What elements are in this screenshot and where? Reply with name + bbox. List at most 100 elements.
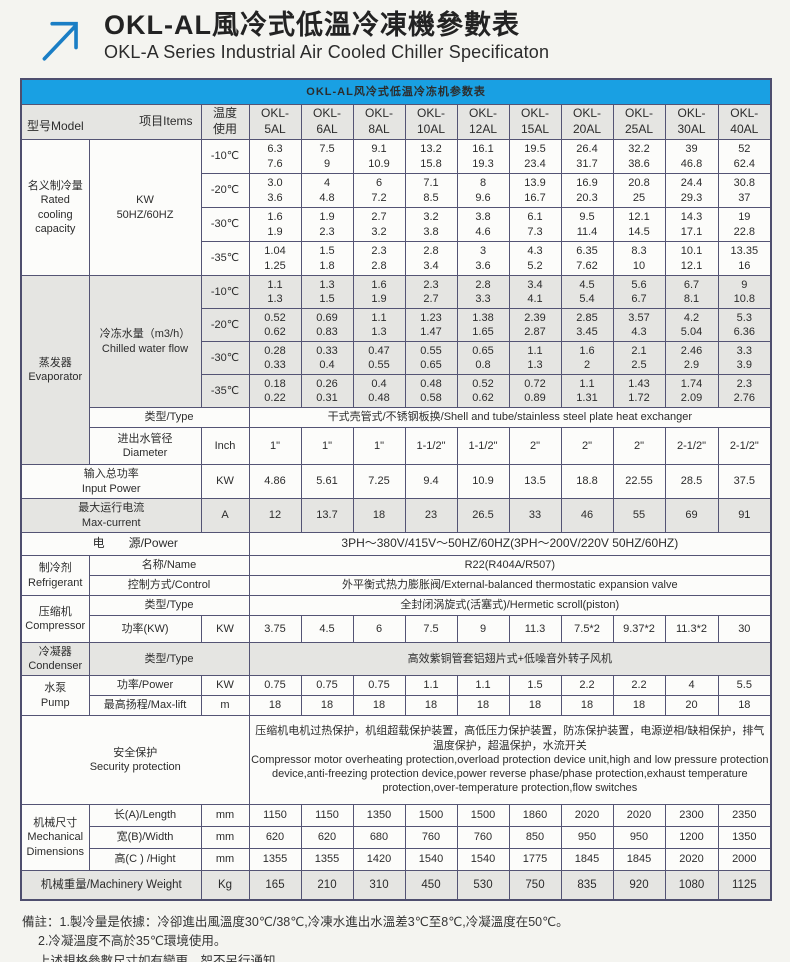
flow-value: 0.72 0.89 xyxy=(508,374,562,408)
dimension-value: 2020 xyxy=(612,804,666,827)
flow-value: 5.3 6.36 xyxy=(717,308,772,342)
pump-lift-value: 18 xyxy=(352,695,406,716)
dimension-value: 1355 xyxy=(248,848,302,871)
pump-section-label: 水泵 Pump xyxy=(20,675,90,716)
max-current-unit: A xyxy=(200,498,250,533)
flow-value: 0.69 0.83 xyxy=(300,308,354,342)
compressor-power-value: 11.3*2 xyxy=(664,615,719,643)
dimension-value: 1500 xyxy=(456,804,510,827)
compressor-power-unit: KW xyxy=(200,615,250,643)
weight-value: 750 xyxy=(508,870,562,901)
cooling-value: 4.3 5.2 xyxy=(508,241,562,276)
cooling-value: 2.7 3.2 xyxy=(352,207,406,242)
input-power-unit: KW xyxy=(200,464,250,499)
cooling-value: 4 4.8 xyxy=(300,173,354,208)
flow-value: 1.43 1.72 xyxy=(612,374,666,408)
cooling-value: 13.9 16.7 xyxy=(508,173,562,208)
diameter-value: 1" xyxy=(300,427,354,465)
cooling-value: 14.3 17.1 xyxy=(664,207,719,242)
table-row: 蒸发器 Evaporator 冷冻水量（m3/h） Chilled water f… xyxy=(20,275,772,465)
dimension-value: 1860 xyxy=(508,804,562,827)
dimension-value: 1350 xyxy=(352,804,406,827)
page-title: OKL-AL風冷式低溫冷凍機參數表 xyxy=(104,10,520,40)
chilled-water-flow-label: 冷冻水量（m3/h） Chilled water flow xyxy=(88,275,202,408)
dimension-value: 1845 xyxy=(612,848,666,871)
dimension-value: 680 xyxy=(352,826,406,849)
cooling-value: 6 7.2 xyxy=(352,173,406,208)
pump-power-value: 1.1 xyxy=(404,675,458,696)
table-row: 进出水管径 Diameter Inch 1" 1" 1" 1-1/2" 1-1/2" 2" 2"… xyxy=(21,427,772,465)
diameter-value: 2" xyxy=(560,427,614,465)
input-power-value: 7.25 xyxy=(352,464,406,499)
compressor-power-value: 30 xyxy=(717,615,772,643)
refrigerant-control-label: 控制方式/Control xyxy=(88,575,250,596)
cooling-value: 13.2 15.8 xyxy=(404,139,458,174)
weight-value: 835 xyxy=(560,870,614,901)
temp-label: -10℃ xyxy=(200,275,250,309)
pump-power-value: 1.1 xyxy=(456,675,510,696)
flow-value: 1.6 1.9 xyxy=(352,275,406,309)
table-caption: OKL-AL风冷式低温冷冻机参数表 xyxy=(20,78,772,105)
dimension-value: 2300 xyxy=(664,804,719,827)
safety-section-label: 安全保护 Security protection xyxy=(20,715,250,805)
dimension-value: 1355 xyxy=(300,848,354,871)
weight-unit: Kg xyxy=(200,870,250,901)
input-power-value: 28.5 xyxy=(664,464,719,499)
table-row: 类型/Type 干式壳管式/不锈钢板换/Shell and tube/stainl… xyxy=(21,407,772,428)
flow-value: 2.8 3.3 xyxy=(456,275,510,309)
flow-value: 0.28 0.33 xyxy=(248,341,302,375)
temp-use-header: 温度 使用 xyxy=(200,104,250,140)
flow-value: 5.6 6.7 xyxy=(612,275,666,309)
table-row: 最大运行电流 Max-current A 12 13.7 18 23 26.5 33 46 55 6… xyxy=(20,498,772,533)
cooling-value: 12.1 14.5 xyxy=(612,207,666,242)
condenser-type-label: 类型/Type xyxy=(88,642,250,676)
table-row: -30℃ 1.6 1.9 1.9 2.3 2.7 3.2 3.2 3.8 3.8 4.6 6… xyxy=(21,207,772,242)
corner-items-label: 项目Items xyxy=(139,114,193,128)
temp-label: -30℃ xyxy=(200,341,250,375)
dimension-value: 760 xyxy=(404,826,458,849)
flow-value: 0.52 0.62 xyxy=(248,308,302,342)
flow-value: 6.7 8.1 xyxy=(664,275,719,309)
cooling-value: 1.5 1.8 xyxy=(300,241,354,276)
model-header-8: OKL- 25AL xyxy=(612,104,666,140)
cooling-value: 2.3 2.8 xyxy=(352,241,406,276)
flow-value: 1.6 2 xyxy=(560,341,614,375)
weight-value: 165 xyxy=(248,870,302,901)
dimension-value: 1540 xyxy=(404,848,458,871)
flow-value: 1.1 1.3 xyxy=(248,275,302,309)
table-row: 名义制冷量 Rated cooling capacity KW 50HZ/60HZ… xyxy=(20,139,772,276)
model-header-7: OKL- 20AL xyxy=(560,104,614,140)
dimension-value: 1150 xyxy=(248,804,302,827)
table-row: 电 源/Power 3PH～380V/415V～50HZ/60HZ(3PH～200… xyxy=(20,532,772,556)
max-current-value: 55 xyxy=(612,498,666,533)
note-line-zh3: 上述規格參數尺寸如有變更，恕不另行通知。 xyxy=(38,953,289,962)
max-current-value: 91 xyxy=(717,498,772,533)
cooling-value: 52 62.4 xyxy=(717,139,772,174)
pump-power-value: 0.75 xyxy=(300,675,354,696)
max-current-value: 12 xyxy=(248,498,302,533)
pump-power-value: 4 xyxy=(664,675,719,696)
compressor-type-label: 类型/Type xyxy=(88,595,250,616)
table-row: 高(C ) /Hight mm 1355 1355 1420 1540 1540 1775 18… xyxy=(21,848,772,871)
table-row: 宽(B)/Width mm 620 620 680 760 760 850 950 950 1200… xyxy=(21,826,772,849)
cooling-value: 8 9.6 xyxy=(456,173,510,208)
cooling-value: 9.5 11.4 xyxy=(560,207,614,242)
dimension-value: 2020 xyxy=(664,848,719,871)
brand-arrow-icon xyxy=(42,21,78,61)
table-row: 功率(KW) KW 3.75 4.5 6 7.5 9 11.3 7.5*2 9.37*2 11.3*… xyxy=(21,615,772,643)
table-row: -20℃ 0.52 0.62 0.69 0.83 1.1 1.3 1.23 1.47 1.… xyxy=(21,308,772,342)
notes-block: 備註：1.製冷量是依據：冷卻進出風溫度30℃/38℃,冷凍水進出水溫差3℃至8℃… xyxy=(22,913,766,962)
model-header-6: OKL- 15AL xyxy=(508,104,562,140)
model-header-3: OKL- 8AL xyxy=(352,104,406,140)
weight-value: 210 xyxy=(300,870,354,901)
safety-text: 压缩机电机过热保护，机组超载保护装置，高低压力保护装置，防冻保护装置，电源逆相/… xyxy=(248,715,772,805)
flow-value: 1.74 2.09 xyxy=(664,374,719,408)
cooling-value: 16.1 19.3 xyxy=(456,139,510,174)
compressor-section-label: 压缩机 Compressor xyxy=(20,595,90,643)
table-row: -20℃ 3.0 3.6 4 4.8 6 7.2 7.1 8.5 8 9.6 13.9 16… xyxy=(21,173,772,208)
dimension-value: 950 xyxy=(560,826,614,849)
compressor-power-value: 11.3 xyxy=(508,615,562,643)
dimension-value: 1500 xyxy=(404,804,458,827)
flow-value: 2.85 3.45 xyxy=(560,308,614,342)
dimension-value: 1540 xyxy=(456,848,510,871)
